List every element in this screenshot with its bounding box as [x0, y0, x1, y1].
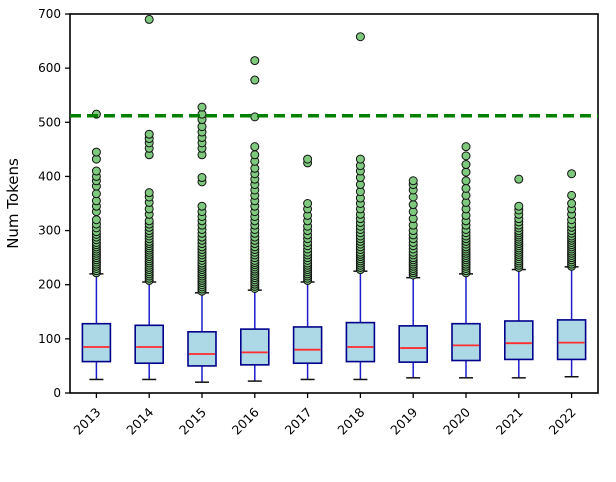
outlier-point — [461, 183, 471, 193]
outlier-point — [197, 201, 207, 211]
x-tick-label: 2013 — [70, 405, 103, 438]
outlier-point — [250, 150, 260, 160]
outlier-point — [567, 199, 577, 208]
outlier-point — [250, 56, 260, 66]
iqr-box — [292, 326, 323, 365]
box-group-2022 — [556, 169, 587, 378]
y-tick-label: 100 — [38, 332, 61, 346]
box-group-2013 — [81, 109, 112, 381]
iqr-box — [81, 322, 112, 363]
iqr-box — [345, 321, 376, 363]
iqr-box — [556, 319, 587, 361]
outlier-point — [514, 201, 524, 211]
outlier-point — [250, 75, 260, 85]
iqr-box — [503, 320, 534, 361]
box-group-2017 — [292, 154, 323, 381]
outlier-point — [355, 154, 365, 164]
outlier-point — [461, 167, 471, 177]
y-tick-label: 500 — [38, 115, 61, 129]
x-tick-label: 2021 — [493, 405, 526, 438]
box-group-2014 — [134, 14, 164, 381]
outlier-point — [197, 173, 207, 183]
outlier-point — [91, 215, 101, 225]
outlier-point — [91, 147, 101, 157]
outlier-point — [355, 32, 365, 42]
box-group-2018 — [345, 32, 376, 381]
y-tick-label: 600 — [38, 61, 61, 75]
iqr-box — [240, 328, 270, 366]
outlier-point — [461, 160, 471, 170]
box-group-2015 — [187, 102, 217, 383]
box-group-2021 — [503, 174, 534, 379]
y-tick-label: 0 — [53, 386, 61, 400]
outlier-point — [303, 154, 313, 164]
y-tick-label: 400 — [38, 169, 61, 183]
x-tick-label: 2015 — [176, 405, 209, 438]
iqr-box — [134, 324, 164, 365]
y-tick-label: 700 — [38, 7, 61, 21]
x-tick-label: 2019 — [387, 404, 420, 437]
outlier-point — [91, 189, 101, 199]
iqr-box — [398, 325, 429, 363]
outlier-point — [408, 176, 418, 186]
outlier-point — [144, 129, 154, 139]
box-group-2019 — [398, 176, 429, 379]
outlier-point — [144, 188, 154, 198]
x-tick-label: 2018 — [334, 404, 367, 437]
x-tick-label: 2017 — [282, 405, 315, 438]
outlier-point — [461, 176, 471, 186]
outlier-point — [303, 199, 313, 208]
outlier-point — [567, 190, 577, 200]
outlier-point — [461, 142, 471, 152]
outlier-point — [91, 166, 101, 176]
box-group-2016 — [240, 56, 270, 382]
iqr-box — [451, 322, 481, 362]
outlier-point — [567, 169, 577, 179]
outlier-point — [144, 14, 154, 24]
x-tick-label: 2016 — [229, 404, 262, 437]
outlier-point — [250, 142, 260, 152]
outlier-point — [197, 102, 207, 112]
iqr-box — [187, 331, 217, 367]
y-axis-label: Num Tokens — [4, 158, 22, 249]
x-tick-label: 2020 — [440, 404, 473, 437]
outlier-point — [408, 200, 418, 210]
y-tick-label: 300 — [38, 224, 61, 238]
outlier-point — [514, 174, 524, 184]
outlier-point — [461, 151, 471, 161]
y-tick-label: 200 — [38, 278, 61, 292]
x-tick-label: 2014 — [123, 404, 156, 437]
x-tick-label: 2022 — [546, 405, 579, 438]
box-group-2020 — [451, 142, 481, 379]
